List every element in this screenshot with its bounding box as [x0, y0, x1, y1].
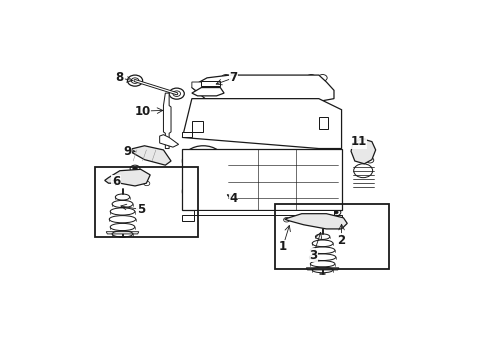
Polygon shape	[191, 82, 206, 93]
Polygon shape	[350, 139, 375, 164]
Polygon shape	[104, 169, 150, 186]
Polygon shape	[182, 149, 341, 210]
Text: 9: 9	[123, 145, 131, 158]
Polygon shape	[284, 214, 346, 229]
Circle shape	[132, 167, 137, 170]
Text: 1: 1	[278, 240, 286, 253]
Polygon shape	[305, 268, 338, 270]
Text: 8: 8	[116, 71, 124, 84]
Polygon shape	[191, 87, 224, 96]
Polygon shape	[318, 117, 327, 129]
Text: 10: 10	[134, 105, 150, 118]
Circle shape	[333, 211, 338, 214]
Polygon shape	[182, 121, 203, 138]
Polygon shape	[106, 232, 139, 234]
Text: 3: 3	[308, 249, 317, 262]
Text: 4: 4	[229, 192, 237, 205]
Polygon shape	[201, 81, 220, 86]
Bar	[95, 167, 197, 237]
Polygon shape	[127, 146, 171, 165]
Text: 11: 11	[350, 135, 366, 148]
Polygon shape	[182, 99, 341, 149]
Polygon shape	[191, 75, 333, 102]
Text: 7: 7	[229, 71, 237, 84]
Text: 5: 5	[136, 203, 144, 216]
Text: 2: 2	[337, 234, 345, 247]
Text: 6: 6	[112, 175, 120, 188]
Polygon shape	[163, 93, 171, 149]
Polygon shape	[182, 210, 341, 221]
Polygon shape	[159, 135, 178, 147]
Bar	[275, 204, 388, 269]
